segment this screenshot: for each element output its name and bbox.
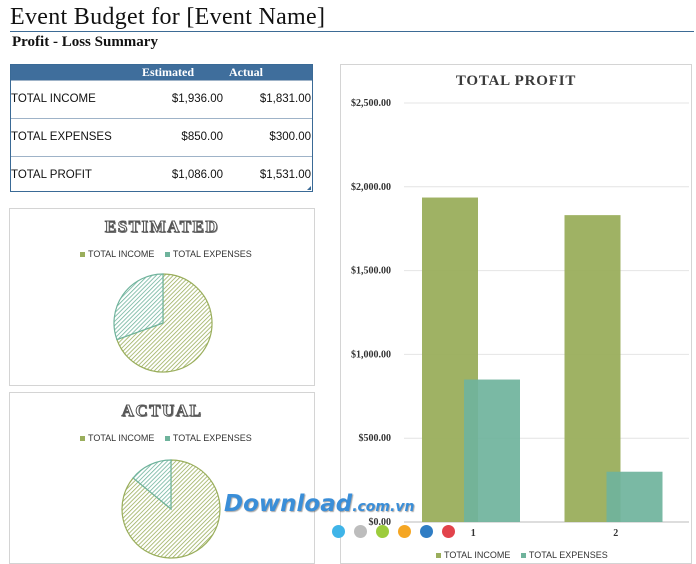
watermark-dot [354,525,367,538]
bar-income-2[interactable] [564,215,621,523]
bar-chart-svg: $0.00 $500.00 $1,000.00 $1,500.00 $2,000.00 $… [351,98,689,539]
pie-slice-income[interactable] [116,273,213,373]
title-divider [10,31,694,32]
estimated-pie-chart[interactable]: ESTIMATED TOTAL INCOME TOTAL EXPENSES [9,208,315,386]
bar-expenses-1[interactable] [464,379,520,522]
watermark-dot [398,525,411,538]
legend-label: TOTAL INCOME [88,249,155,259]
x-tick-label: 2 [613,528,618,539]
legend-swatch-expenses [164,252,170,258]
summary-row-income[interactable]: TOTAL INCOME $1,936.00 $1,831.00 [11,80,312,118]
pie-legend: TOTAL INCOME TOTAL EXPENSES [80,249,260,259]
row-label: TOTAL INCOME [11,93,96,105]
y-tick-label: $1,500.00 [351,266,391,277]
col-header-estimated: Estimated [142,65,194,79]
total-profit-bar-chart[interactable]: TOTAL PROFIT $0.00 $500.00 $1,000.00 $1,500… [340,64,692,564]
pie-slice-expenses[interactable] [113,273,164,341]
watermark-dot [332,525,345,538]
watermark-brand: Download [224,491,353,517]
legend-swatch-income [436,553,441,559]
legend-item-expenses: TOTAL EXPENSES [164,249,252,259]
y-tick-label: $2,500.00 [351,98,391,109]
pie-title: ESTIMATED [104,217,220,237]
y-tick-label: $500.00 [359,433,392,444]
legend-label: TOTAL EXPENSES [528,550,608,560]
row-actual-value: $1,831.00 [259,93,311,105]
watermark-dot [420,525,433,538]
pie-svg [121,459,221,559]
summary-row-profit[interactable]: TOTAL PROFIT $1,086.00 $1,531.00 [11,156,312,194]
legend-item-expenses: TOTAL EXPENSES [164,433,252,443]
legend-swatch-expenses [520,553,526,559]
row-actual-value: $1,531.00 [259,169,311,181]
bar-expenses-2[interactable] [606,471,663,522]
y-tick-label: $0.00 [369,517,392,528]
watermark-dot [376,525,389,538]
row-label: TOTAL PROFIT [11,169,92,181]
legend-item-expenses: TOTAL EXPENSES [520,550,608,560]
x-tick-label: 1 [471,528,476,539]
pie-legend: TOTAL INCOME TOTAL EXPENSES [80,433,260,443]
row-actual-value: $300.00 [269,131,311,143]
row-label: TOTAL EXPENSES [11,131,112,143]
summary-table[interactable]: Estimated Actual TOTAL INCOME $1,936.00 … [10,64,313,192]
legend-label: TOTAL EXPENSES [172,433,252,443]
pie-slice-expenses[interactable] [132,459,172,511]
summary-row-expenses[interactable]: TOTAL EXPENSES $850.00 $300.00 [11,118,312,156]
col-header-actual: Actual [229,65,263,79]
table-resize-handle[interactable] [307,186,311,190]
actual-pie-chart[interactable]: ACTUAL TOTAL INCOME TOTAL EXPENSES [9,392,315,564]
y-tick-label: $1,000.00 [351,349,391,360]
legend-swatch-income [80,436,85,442]
summary-header-row: Estimated Actual [11,65,312,80]
legend-item-income: TOTAL INCOME [436,550,510,560]
page-subtitle: Profit - Loss Summary [12,34,158,50]
row-estimated-value: $1,936.00 [171,93,223,105]
page-title: Event Budget for [Event Name] [10,4,326,30]
legend-label: TOTAL EXPENSES [172,249,252,259]
row-estimated-value: $850.00 [181,131,223,143]
row-estimated-value: $1,086.00 [171,169,223,181]
legend-swatch-expenses [164,436,170,442]
watermark-dots [332,525,464,543]
watermark-dot [442,525,455,538]
legend-item-income: TOTAL INCOME [80,249,154,259]
watermark-suffix: .com.vn [352,499,415,515]
chart-title: TOTAL PROFIT [455,73,577,89]
legend-label: TOTAL INCOME [88,433,155,443]
legend-label: TOTAL INCOME [444,550,511,560]
bar-legend: TOTAL INCOME TOTAL EXPENSES [436,550,616,560]
legend-item-income: TOTAL INCOME [80,433,154,443]
legend-swatch-income [80,252,85,258]
download-watermark-logo: Download.com.vn [224,491,414,517]
pie-title: ACTUAL [121,401,203,421]
y-tick-label: $2,000.00 [351,182,391,193]
pie-svg [113,273,213,373]
